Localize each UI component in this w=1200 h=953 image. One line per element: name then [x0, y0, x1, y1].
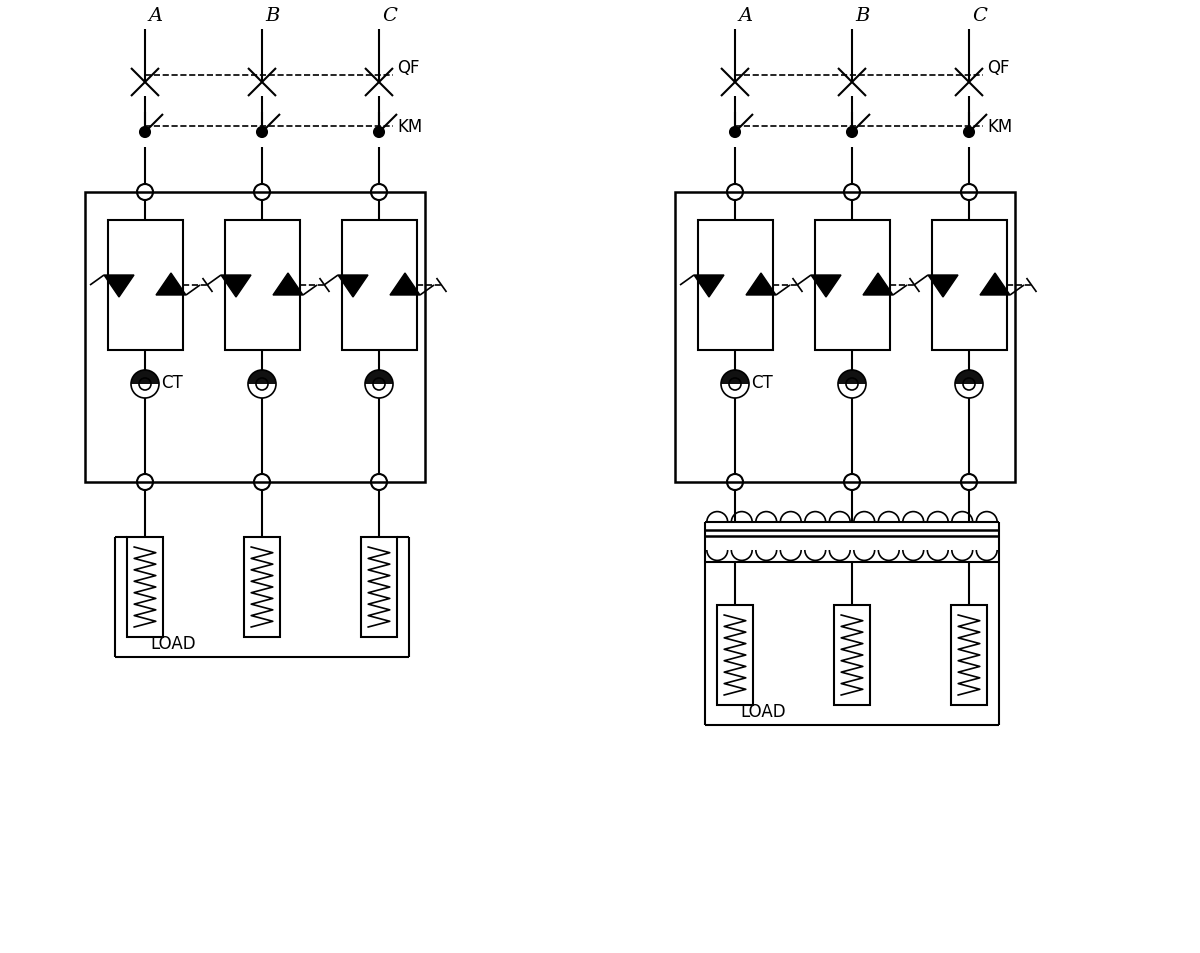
Polygon shape [980, 274, 1010, 295]
Polygon shape [248, 371, 276, 385]
Text: LOAD: LOAD [740, 702, 786, 720]
Circle shape [730, 128, 740, 138]
Text: LOAD: LOAD [150, 635, 196, 652]
Bar [342, 221, 416, 351]
Polygon shape [104, 275, 134, 297]
Polygon shape [694, 275, 724, 297]
Text: QF: QF [397, 59, 420, 77]
Polygon shape [811, 275, 841, 297]
Bar [676, 193, 1015, 482]
Polygon shape [955, 371, 983, 385]
Polygon shape [746, 274, 776, 295]
Text: A: A [738, 7, 752, 25]
Circle shape [140, 128, 150, 138]
Text: A: A [148, 7, 162, 25]
Bar [224, 221, 300, 351]
Circle shape [847, 128, 857, 138]
Text: C: C [972, 7, 986, 25]
Circle shape [374, 128, 384, 138]
Bar [834, 605, 870, 705]
Polygon shape [131, 371, 160, 385]
Polygon shape [721, 371, 749, 385]
Polygon shape [274, 274, 304, 295]
Text: KM: KM [988, 118, 1013, 136]
Bar [952, 605, 988, 705]
Bar [718, 605, 754, 705]
Circle shape [964, 128, 974, 138]
Polygon shape [390, 274, 420, 295]
Bar [361, 537, 397, 638]
Polygon shape [221, 275, 251, 297]
Bar [244, 537, 280, 638]
Polygon shape [156, 274, 186, 295]
Polygon shape [928, 275, 958, 297]
Polygon shape [838, 371, 866, 385]
Bar [931, 221, 1007, 351]
Bar [127, 537, 163, 638]
Text: KM: KM [397, 118, 422, 136]
Polygon shape [365, 371, 394, 385]
Polygon shape [863, 274, 893, 295]
Text: QF: QF [988, 59, 1009, 77]
Bar [108, 221, 182, 351]
Text: B: B [265, 7, 280, 25]
Polygon shape [338, 275, 368, 297]
Text: B: B [856, 7, 869, 25]
Text: CT: CT [161, 374, 182, 392]
Bar [815, 221, 889, 351]
Bar [697, 221, 773, 351]
Text: CT: CT [751, 374, 773, 392]
Text: C: C [382, 7, 397, 25]
Circle shape [257, 128, 268, 138]
Bar [85, 193, 425, 482]
